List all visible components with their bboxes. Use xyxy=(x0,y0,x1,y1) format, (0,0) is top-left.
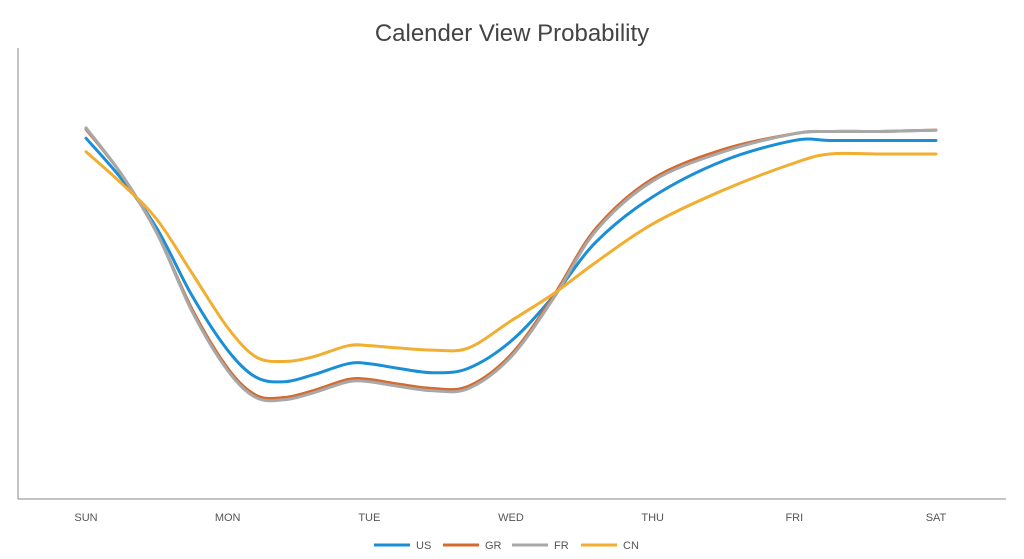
x-tick-label: TUE xyxy=(358,512,380,524)
legend-label-cn: CN xyxy=(623,540,639,552)
x-tick-label: SAT xyxy=(926,512,947,524)
x-tick-label: FRI xyxy=(785,512,803,524)
series-group xyxy=(84,126,938,403)
legend-label-fr: FR xyxy=(554,540,569,552)
series-line-us xyxy=(84,136,938,384)
legend-label-us: US xyxy=(416,540,431,552)
legend-label-gr: GR xyxy=(485,540,502,552)
x-tick-label: SUN xyxy=(74,512,97,524)
chart-title: Calender View Probability xyxy=(374,20,650,47)
x-tick-label: WED xyxy=(498,512,524,524)
series-line-cn xyxy=(84,150,938,364)
x-tick-labels: SUN MON TUE WED THU FRI SAT xyxy=(74,512,946,524)
legend: US GR FR CN xyxy=(374,540,639,552)
x-tick-label: THU xyxy=(641,512,664,524)
series-line-fr xyxy=(84,126,938,403)
x-tick-label: MON xyxy=(215,512,241,524)
